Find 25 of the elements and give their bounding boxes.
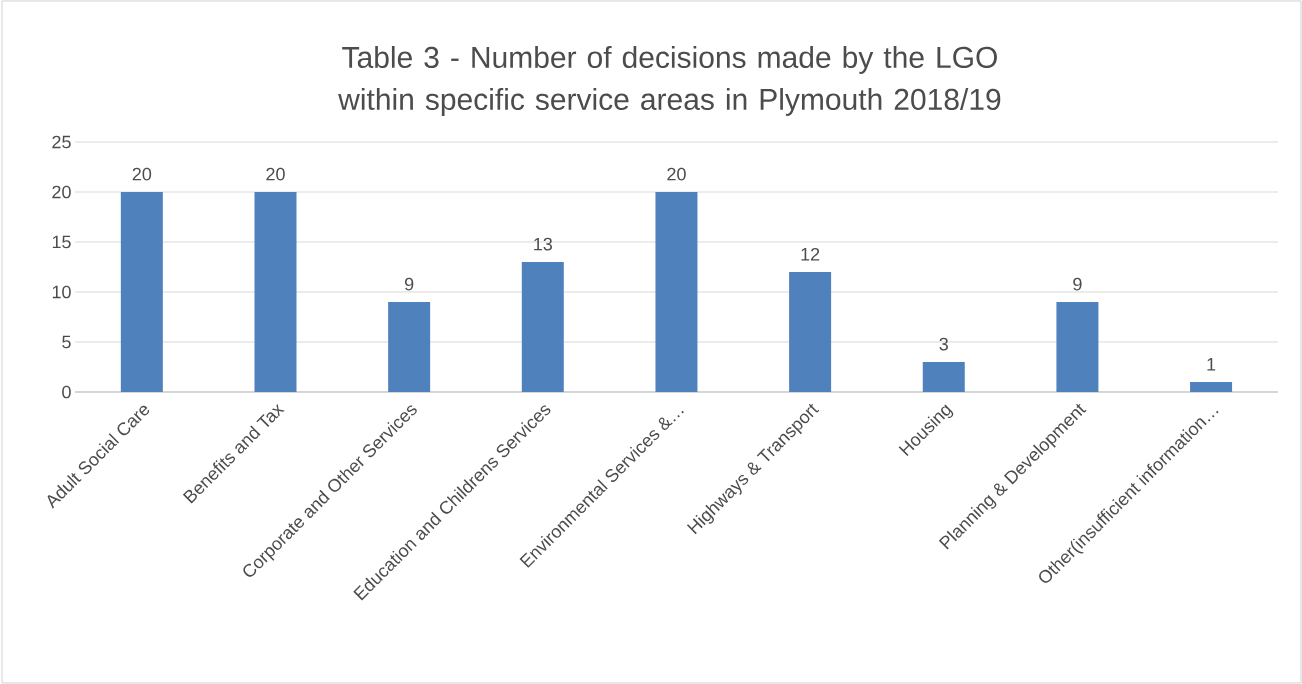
data-label: 12	[801, 247, 820, 261]
y-tick-label: 10	[52, 285, 71, 299]
y-tick-label: 0	[62, 385, 71, 399]
bar	[388, 302, 431, 392]
data-label: 20	[132, 167, 152, 181]
data-label: 1	[1207, 358, 1216, 371]
data-label: 3	[939, 337, 948, 351]
bar	[922, 362, 965, 392]
bar	[1056, 302, 1099, 392]
bar	[655, 192, 698, 392]
data-label: 13	[534, 237, 553, 251]
data-label: 20	[266, 167, 285, 181]
data-label: 9	[404, 277, 414, 291]
data-label: 20	[667, 167, 686, 181]
y-tick-label: 5	[62, 335, 71, 349]
bar	[521, 262, 564, 392]
bar	[789, 272, 832, 392]
bar	[120, 192, 163, 392]
chart-title: Table 3 - Number of decisions made by the LGO within specific service areas in Plymouth 2018/19	[338, 46, 1001, 116]
y-tick-label: 25	[52, 135, 71, 149]
y-tick-label: 15	[52, 235, 71, 249]
data-label: 9	[1073, 277, 1082, 291]
bar	[1190, 382, 1233, 392]
y-tick-label: 20	[52, 185, 71, 199]
bar	[254, 192, 297, 392]
